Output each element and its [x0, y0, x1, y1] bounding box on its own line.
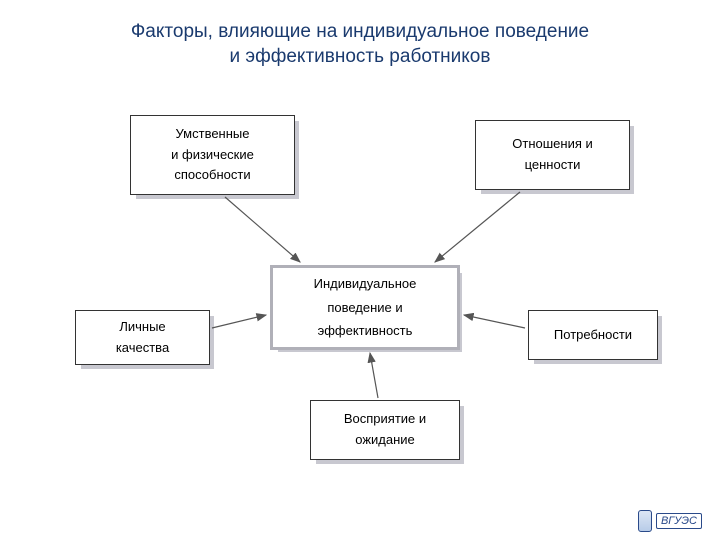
box-personal: Личные качества: [75, 310, 210, 365]
box-values: Отношения и ценности: [475, 120, 630, 190]
box-abilities-l2: и физические: [171, 145, 254, 166]
box-abilities-l1: Умственные: [176, 124, 250, 145]
box-personal-l2: качества: [116, 338, 169, 359]
box-values-l2: ценности: [525, 155, 581, 176]
box-center-l1: Индивидуальное: [314, 272, 417, 295]
box-center-l3: эффективность: [318, 319, 413, 342]
logo-icon: [638, 510, 652, 532]
box-center: Индивидуальное поведение и эффективность: [270, 265, 460, 350]
box-personal-l1: Личные: [119, 317, 165, 338]
footer-logo: ВГУЭС: [638, 510, 702, 532]
box-abilities: Умственные и физические способности: [130, 115, 295, 195]
box-perception-l1: Восприятие и: [344, 409, 426, 430]
title-line2: и эффективность работников: [230, 46, 491, 67]
box-abilities-l3: способности: [174, 165, 250, 186]
logo-text: ВГУЭС: [656, 513, 702, 529]
box-values-l1: Отношения и: [512, 134, 593, 155]
box-needs: Потребности: [528, 310, 658, 360]
box-perception-l2: ожидание: [355, 430, 415, 451]
page-title: Факторы, влияющие на индивидуальное пове…: [0, 20, 720, 69]
box-needs-l1: Потребности: [554, 325, 632, 346]
box-center-l2: поведение и: [327, 296, 402, 319]
title-line1: Факторы, влияющие на индивидуальное пове…: [131, 21, 589, 42]
box-perception: Восприятие и ожидание: [310, 400, 460, 460]
